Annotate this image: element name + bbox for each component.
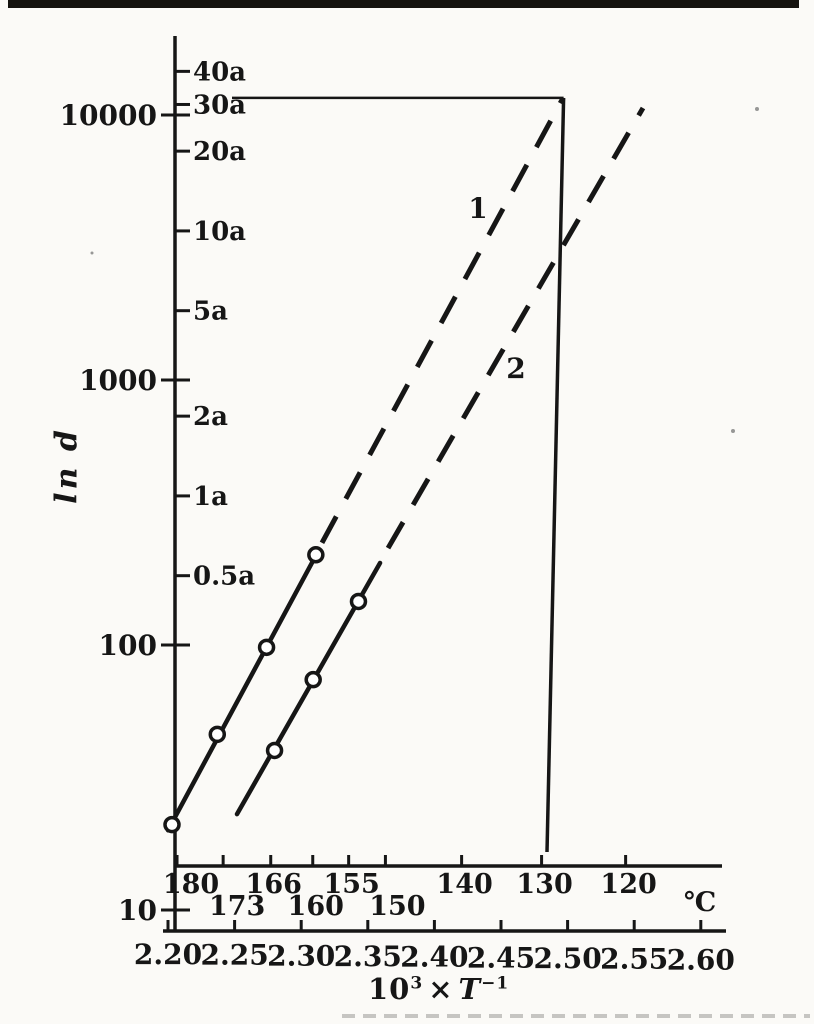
series-1-data-point [257, 638, 276, 657]
scan-edge-bottom [342, 1014, 810, 1018]
series-1-solid-line [165, 553, 319, 833]
x-title-symbol-exponent: −1 [481, 973, 510, 994]
series-2-label: 2 [506, 352, 525, 385]
x-tick-label: 2.20 [134, 938, 202, 971]
y-year-label: 30a [193, 90, 246, 120]
series-2-data-point [349, 592, 368, 611]
y-year-label: 10a [193, 217, 246, 247]
scan-speck [90, 251, 94, 255]
x-tick-label: 2.35 [334, 940, 402, 973]
x-title-symbol: T [458, 972, 482, 1006]
temp-tick-label: 150 [369, 891, 425, 922]
series-1-data-point [307, 546, 325, 564]
x-tick-label: 2.30 [267, 939, 335, 972]
x-tick-label: 2.55 [600, 943, 668, 976]
scan-speck [755, 107, 759, 111]
temp-tick-label: 140 [436, 869, 492, 900]
x-tick-label: 2.50 [533, 942, 601, 975]
temp-tick-label: 180 [163, 869, 219, 900]
series-1-data-point [163, 815, 181, 834]
y-year-label: 0.5a [193, 562, 255, 592]
x-tick-label: 2.45 [467, 941, 535, 974]
temp-unit-label: ℃ [684, 887, 716, 918]
scan-speck [731, 429, 735, 433]
x-axis-title: 103 × T−1 [368, 972, 509, 1006]
series-2-dashed-line [385, 106, 646, 550]
y-axis-title-text: ln d [49, 427, 85, 504]
x-tick-label: 2.25 [200, 939, 268, 972]
x-title-base: 10 [368, 972, 411, 1006]
y-year-label: 2a [193, 402, 228, 432]
series-1-data-point [208, 725, 227, 744]
temp-tick-label: 166 [246, 869, 302, 900]
x-tick-label: 2.60 [667, 943, 735, 976]
y-year-label: 20a [193, 137, 246, 167]
x-tick-label: 2.40 [400, 941, 468, 974]
temp-tick-label: 155 [323, 869, 379, 900]
annotation-vline-130c [545, 97, 566, 853]
series-2-data-point [304, 670, 322, 689]
y-decade-label: 1000 [79, 364, 157, 397]
series-1-label: 1 [468, 192, 487, 225]
scan-edge-top [8, 0, 799, 8]
temp-tick-label: 173 [209, 891, 265, 922]
series-1-dashed-line [319, 96, 566, 545]
y-decade-label: 10000 [60, 99, 157, 132]
y-axis-title: ln d [50, 411, 85, 521]
y-decade-label: 10 [118, 894, 157, 927]
series-2-data-point [265, 741, 284, 760]
temp-tick-label: 130 [516, 869, 572, 900]
multiply-sign: × [428, 972, 454, 1006]
y-decade-label: 100 [99, 629, 157, 662]
temp-tick-label: 160 [288, 891, 344, 922]
y-year-label: 1a [193, 482, 228, 512]
x-title-exponent: 3 [410, 973, 424, 994]
y-year-label: 40a [193, 57, 246, 87]
y-year-label: 5a [193, 297, 228, 327]
temp-tick-label: 120 [600, 869, 656, 900]
